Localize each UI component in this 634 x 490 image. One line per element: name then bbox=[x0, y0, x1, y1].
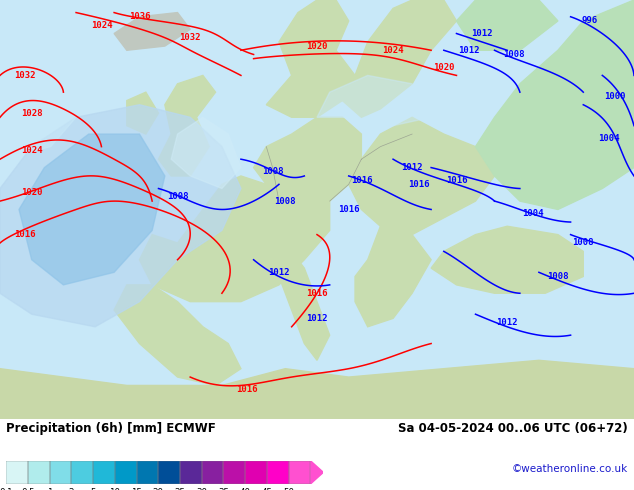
Polygon shape bbox=[254, 117, 361, 210]
Bar bbox=[288, 461, 310, 484]
Text: 10: 10 bbox=[110, 488, 120, 490]
Text: 1012: 1012 bbox=[496, 318, 518, 327]
Text: 1008: 1008 bbox=[573, 239, 594, 247]
Polygon shape bbox=[158, 75, 216, 176]
Text: 1008: 1008 bbox=[547, 272, 569, 281]
Text: Precipitation (6h) [mm] ECMWF: Precipitation (6h) [mm] ECMWF bbox=[6, 422, 216, 435]
Polygon shape bbox=[349, 117, 495, 235]
Text: 1016: 1016 bbox=[306, 289, 328, 298]
Text: 1008: 1008 bbox=[262, 167, 283, 176]
Text: 1008: 1008 bbox=[275, 196, 296, 206]
Bar bbox=[180, 461, 202, 484]
Text: 1020: 1020 bbox=[21, 188, 42, 197]
Text: 1032: 1032 bbox=[15, 71, 36, 80]
Bar bbox=[180, 461, 202, 484]
Polygon shape bbox=[171, 117, 241, 189]
Polygon shape bbox=[310, 461, 323, 484]
Bar bbox=[93, 461, 115, 484]
Bar bbox=[49, 461, 72, 484]
Bar bbox=[223, 461, 245, 484]
Bar bbox=[6, 461, 28, 484]
Text: 15: 15 bbox=[131, 488, 142, 490]
Bar bbox=[158, 461, 180, 484]
Bar bbox=[202, 461, 223, 484]
Text: 1016: 1016 bbox=[15, 230, 36, 239]
Text: 5: 5 bbox=[91, 488, 96, 490]
Polygon shape bbox=[431, 226, 583, 293]
Text: 1000: 1000 bbox=[604, 92, 626, 101]
Bar bbox=[28, 461, 49, 484]
Text: 45: 45 bbox=[261, 488, 273, 490]
Text: 0.5: 0.5 bbox=[22, 488, 35, 490]
Text: ©weatheronline.co.uk: ©weatheronline.co.uk bbox=[512, 464, 628, 474]
Text: Sa 04-05-2024 00..06 UTC (06+72): Sa 04-05-2024 00..06 UTC (06+72) bbox=[398, 422, 628, 435]
Text: 40: 40 bbox=[240, 488, 250, 490]
Bar bbox=[115, 461, 136, 484]
Polygon shape bbox=[355, 226, 431, 327]
Bar bbox=[245, 461, 267, 484]
Polygon shape bbox=[266, 0, 355, 117]
Polygon shape bbox=[0, 360, 634, 419]
Polygon shape bbox=[114, 285, 241, 386]
Bar bbox=[6, 461, 28, 484]
Polygon shape bbox=[127, 92, 158, 134]
Polygon shape bbox=[342, 0, 456, 117]
Polygon shape bbox=[0, 105, 241, 327]
Text: 1024: 1024 bbox=[21, 147, 42, 155]
Bar bbox=[72, 461, 93, 484]
Text: 0.1: 0.1 bbox=[0, 488, 13, 490]
Bar bbox=[267, 461, 288, 484]
Polygon shape bbox=[317, 75, 431, 126]
Text: 30: 30 bbox=[197, 488, 207, 490]
Text: 1024: 1024 bbox=[91, 21, 112, 29]
Text: 1012: 1012 bbox=[458, 46, 480, 55]
Text: 1036: 1036 bbox=[129, 12, 150, 21]
Bar bbox=[202, 461, 223, 484]
Polygon shape bbox=[19, 134, 165, 285]
Text: 1016: 1016 bbox=[351, 175, 372, 185]
Text: 1008: 1008 bbox=[167, 193, 188, 201]
Text: 1016: 1016 bbox=[236, 385, 258, 394]
Bar bbox=[267, 461, 288, 484]
Polygon shape bbox=[0, 92, 76, 159]
Bar bbox=[288, 461, 310, 484]
Text: 1028: 1028 bbox=[21, 109, 42, 118]
Bar bbox=[115, 461, 136, 484]
Polygon shape bbox=[279, 251, 330, 360]
Bar bbox=[49, 461, 72, 484]
Text: 1020: 1020 bbox=[306, 42, 328, 50]
Text: 20: 20 bbox=[153, 488, 164, 490]
Polygon shape bbox=[139, 176, 330, 302]
Text: 1016: 1016 bbox=[408, 180, 429, 189]
Text: 1004: 1004 bbox=[522, 209, 543, 218]
Text: 35: 35 bbox=[218, 488, 229, 490]
Bar bbox=[93, 461, 115, 484]
Text: 50: 50 bbox=[283, 488, 294, 490]
Text: 1016: 1016 bbox=[446, 175, 467, 185]
Text: 25: 25 bbox=[174, 488, 186, 490]
Bar bbox=[72, 461, 93, 484]
Bar bbox=[245, 461, 267, 484]
Polygon shape bbox=[476, 0, 634, 210]
Text: 1020: 1020 bbox=[433, 63, 455, 72]
Text: 1: 1 bbox=[47, 488, 53, 490]
Text: 1016: 1016 bbox=[338, 205, 359, 214]
Bar bbox=[28, 461, 49, 484]
Polygon shape bbox=[456, 0, 558, 50]
Bar bbox=[223, 461, 245, 484]
Text: 1012: 1012 bbox=[306, 314, 328, 323]
Text: 1008: 1008 bbox=[503, 50, 524, 59]
Text: 1012: 1012 bbox=[471, 29, 493, 38]
Bar bbox=[158, 461, 180, 484]
Text: 2: 2 bbox=[68, 488, 74, 490]
Bar bbox=[136, 461, 158, 484]
Bar bbox=[136, 461, 158, 484]
Text: 1012: 1012 bbox=[268, 268, 290, 277]
Text: 1004: 1004 bbox=[598, 134, 619, 143]
Text: 1032: 1032 bbox=[179, 33, 201, 42]
Text: 1024: 1024 bbox=[382, 46, 404, 55]
Text: 1012: 1012 bbox=[401, 163, 423, 172]
Text: 996: 996 bbox=[581, 17, 598, 25]
Polygon shape bbox=[114, 13, 190, 50]
